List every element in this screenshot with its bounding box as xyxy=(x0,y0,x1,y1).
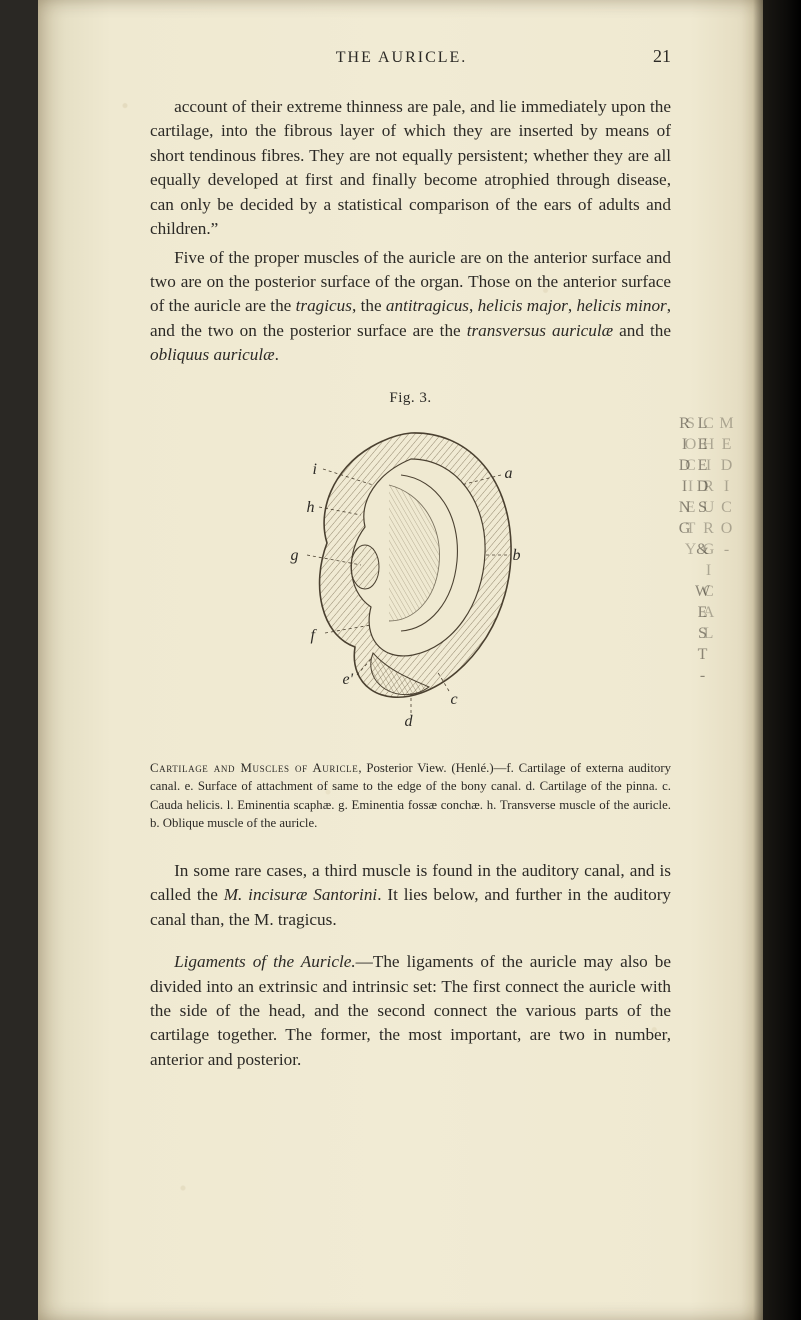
fig-label-e: e' xyxy=(343,671,354,689)
paragraph-4: Ligaments of the Auricle.—The ligaments … xyxy=(150,950,671,1072)
figure-caption: Fig. 3. xyxy=(150,390,671,407)
p2-helicis-major: helicis major xyxy=(478,296,568,315)
p2-g: . xyxy=(275,345,279,364)
running-head: THE AURICLE. 21 xyxy=(150,46,671,67)
text-block: THE AURICLE. 21 account of their extreme… xyxy=(38,0,763,1150)
fig-label-c: c xyxy=(451,691,458,709)
paragraph-3: In some rare cases, a third muscle is fo… xyxy=(150,859,671,932)
paragraph-1: account of their extreme thinness are pa… xyxy=(150,95,671,242)
p2-c: , xyxy=(469,296,478,315)
paper-sheet: THE AURICLE. 21 account of their extreme… xyxy=(38,0,763,1320)
fig-label-d: d xyxy=(405,713,413,731)
paragraph-2: Five of the proper muscles of the auricl… xyxy=(150,246,671,368)
margin-stamp-2: MEDICO-CHIRURGICAL SOCIETY xyxy=(681,415,735,745)
p2-helicis-minor: helicis minor xyxy=(576,296,666,315)
page-wrap: THE AURICLE. 21 account of their extreme… xyxy=(0,0,801,1320)
running-title: THE AURICLE. xyxy=(336,49,468,67)
p2-antitragicus: antitragicus xyxy=(386,296,469,315)
p2-b: , the xyxy=(352,296,386,315)
p3-it: M. incisuræ Santorini xyxy=(224,885,378,904)
fig-label-i: i xyxy=(313,461,317,479)
p2-obliquus: obliquus auriculæ xyxy=(150,345,275,364)
fig-label-g: g xyxy=(291,547,299,565)
legend-lead: Cartilage and Muscles of Auricle xyxy=(150,761,358,775)
p4-lead: Ligaments of the Auricle. xyxy=(174,952,356,971)
figure-legend: Cartilage and Muscles of Auricle, Poster… xyxy=(150,759,671,833)
auricle-figure xyxy=(261,415,561,715)
p2-f: and the xyxy=(613,321,671,340)
figure-block: i h g f e' a b c d LEEDS & WEST-RIDING M… xyxy=(150,415,671,745)
fig-label-b: b xyxy=(513,547,521,565)
p2-tragicus: tragicus xyxy=(296,296,352,315)
fig-label-f: f xyxy=(311,627,315,645)
p2-transversus: transversus auriculæ xyxy=(467,321,613,340)
page-number: 21 xyxy=(653,46,671,67)
binding-edge xyxy=(763,0,801,1320)
fig-label-a: a xyxy=(505,465,513,483)
fig-label-h: h xyxy=(307,499,315,517)
